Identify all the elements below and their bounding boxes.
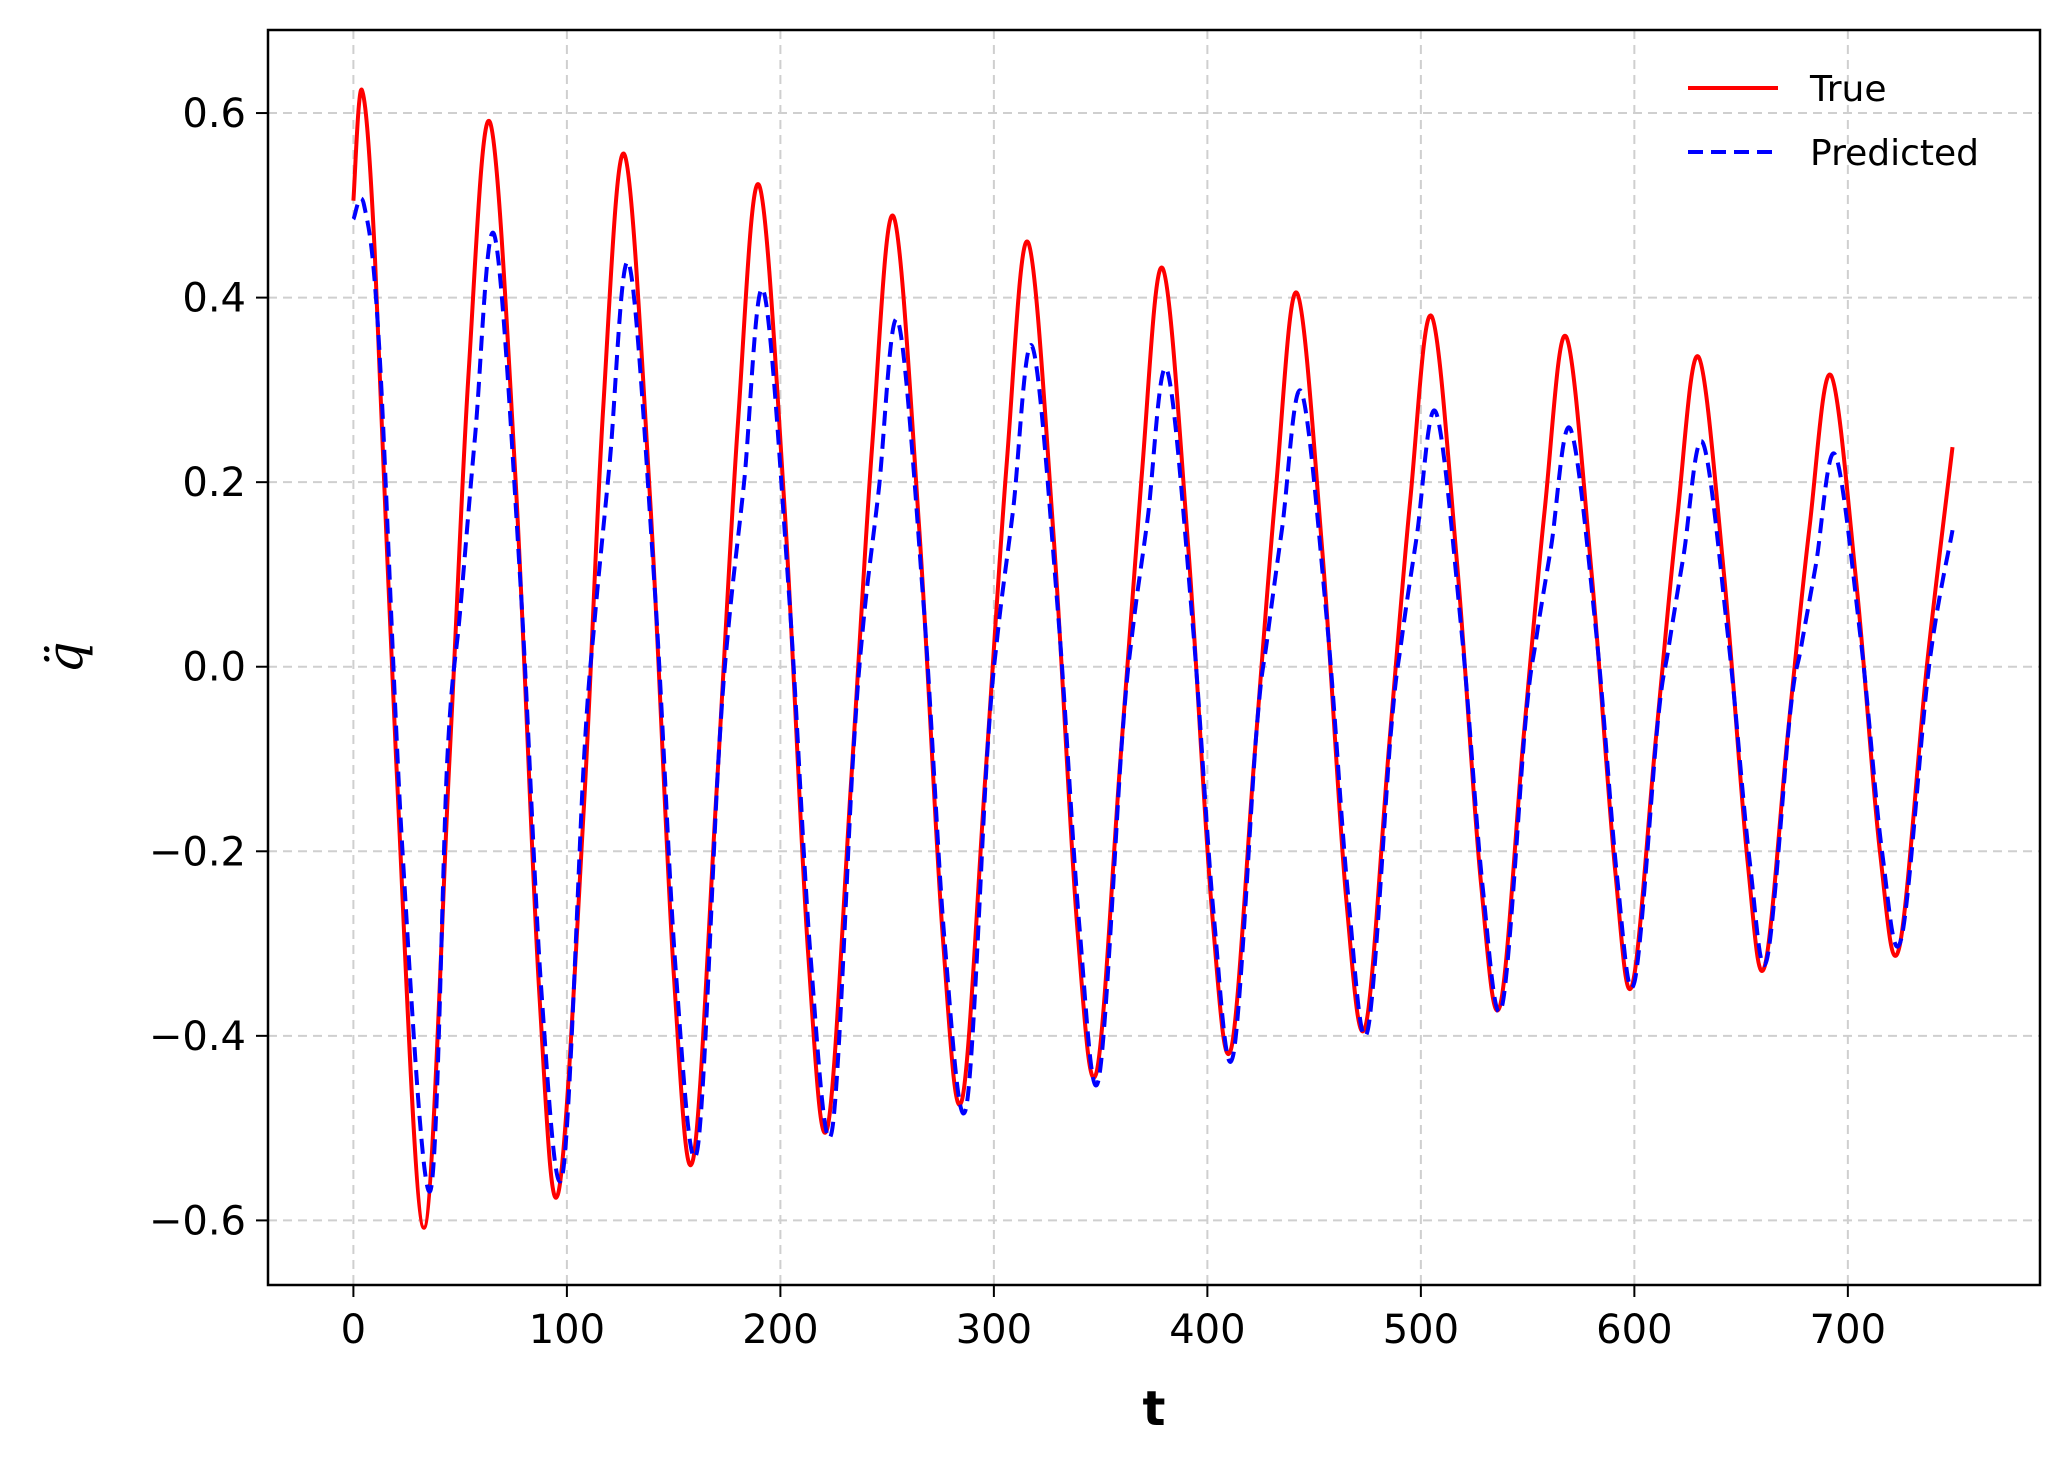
y-tick-label: 0.6 [182, 91, 246, 137]
y-tick-label: −0.4 [149, 1014, 246, 1060]
x-tick-label: 200 [742, 1307, 818, 1353]
y-tick-label: 0.2 [182, 460, 246, 506]
y-axis-label: q̈ [36, 641, 94, 673]
x-tick-label: 0 [341, 1307, 366, 1353]
series-line-predicted [351, 196, 1955, 1194]
x-tick-label: 500 [1383, 1307, 1459, 1353]
y-tick-label: 0.0 [182, 645, 246, 691]
x-tick-label: 300 [956, 1307, 1032, 1353]
x-tick-label: 700 [1810, 1307, 1886, 1353]
ticks: 0 100 200 300 400 500 600 700 −0.6 −0.4 −0.2 0.0 0.2… [149, 91, 1886, 1353]
x-axis-label: t [1143, 1381, 1166, 1437]
series-layer [351, 87, 1955, 1230]
y-tick-label: −0.6 [149, 1198, 246, 1244]
plot-frame [266, 28, 2042, 1287]
y-tick-label: 0.4 [182, 276, 246, 322]
legend: True Predicted [1688, 69, 1979, 174]
x-tick-label: 600 [1596, 1307, 1672, 1353]
legend-label-predicted: Predicted [1810, 133, 1979, 174]
y-tick-label: −0.2 [149, 829, 246, 875]
legend-label-true: True [1809, 69, 1886, 110]
x-tick-label: 100 [529, 1307, 605, 1353]
x-tick-label: 400 [1169, 1307, 1245, 1353]
